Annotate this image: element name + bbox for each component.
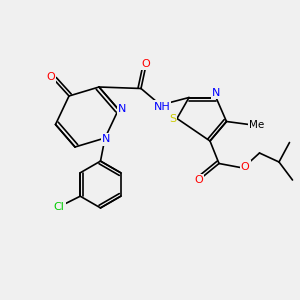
Text: O: O <box>194 175 203 185</box>
Text: NH: NH <box>154 101 170 112</box>
Text: N: N <box>118 104 126 115</box>
Text: O: O <box>241 161 250 172</box>
Text: S: S <box>169 113 176 124</box>
Text: O: O <box>46 71 55 82</box>
Text: N: N <box>102 134 111 145</box>
Text: O: O <box>141 59 150 69</box>
Text: Me: Me <box>249 119 264 130</box>
Text: Cl: Cl <box>54 202 65 212</box>
Text: N: N <box>212 88 220 98</box>
